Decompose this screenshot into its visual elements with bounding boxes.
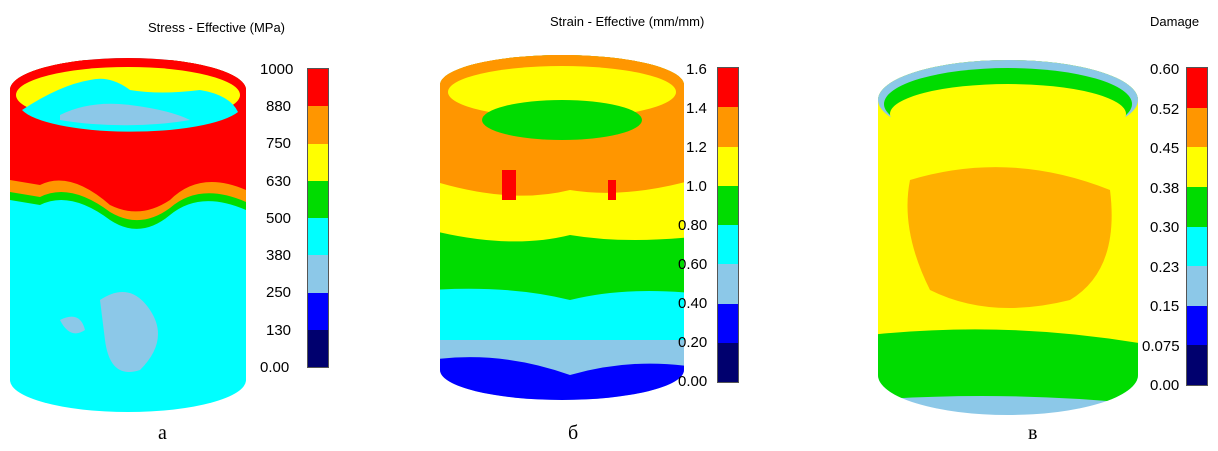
colorbar-damage [1186, 67, 1208, 386]
tick-label: 0.00 [260, 359, 290, 376]
tick-label: 250 [266, 284, 292, 301]
tick-label: 0.60 [1150, 61, 1180, 78]
tick-label: 0.40 [678, 295, 708, 312]
cylinder-damage-plot [878, 60, 1138, 415]
tick-label: 1000 [260, 61, 294, 78]
tick-label: 0.38 [1150, 180, 1180, 197]
tick-label: 630 [266, 173, 292, 190]
tick-label: 0.20 [678, 334, 708, 351]
tick-label: 0.15 [1150, 298, 1180, 315]
colorbar-stress [307, 68, 329, 368]
tick-label: 380 [266, 247, 292, 264]
tick-label: 0.80 [678, 217, 708, 234]
legend-title-damage: Damage [1150, 14, 1200, 29]
tick-label: 0.00 [678, 373, 708, 390]
tick-label: 0.30 [1150, 219, 1180, 236]
panel-stress: Stress - Effective (MPa) 1000 880 750 63… [0, 0, 400, 451]
caption-b: б [568, 422, 579, 444]
tick-label: 750 [266, 135, 292, 152]
tick-label: 0.075 [1142, 338, 1180, 355]
tick-label: 500 [266, 210, 292, 227]
tick-label: 0.45 [1150, 140, 1180, 157]
colorbar-strain [717, 67, 739, 383]
tick-label: 0.60 [678, 256, 708, 273]
panel-strain: Strain - Effective (mm/mm) 1.6 1.4 1.2 1… [420, 0, 820, 451]
cylinder-strain-plot [440, 55, 684, 400]
caption-v: в [1028, 422, 1038, 444]
tick-label: 0.52 [1150, 101, 1180, 118]
tick-label: 1.0 [686, 178, 707, 195]
panel-damage: Damage 0.60 0.52 0.45 0.38 0.30 0.23 0.1… [860, 0, 1218, 451]
legend-title-strain: Strain - Effective (mm/mm) [550, 14, 705, 29]
cylinder-stress-plot [10, 58, 246, 412]
tick-label: 880 [266, 98, 292, 115]
tick-label: 0.00 [1150, 377, 1180, 394]
tick-label: 0.23 [1150, 259, 1180, 276]
tick-label: 130 [266, 322, 292, 339]
legend-title-stress: Stress - Effective (MPa) [148, 20, 286, 35]
tick-label: 1.6 [686, 61, 707, 78]
tick-label: 1.2 [686, 139, 707, 156]
caption-a: а [158, 422, 167, 444]
tick-label: 1.4 [686, 100, 707, 117]
